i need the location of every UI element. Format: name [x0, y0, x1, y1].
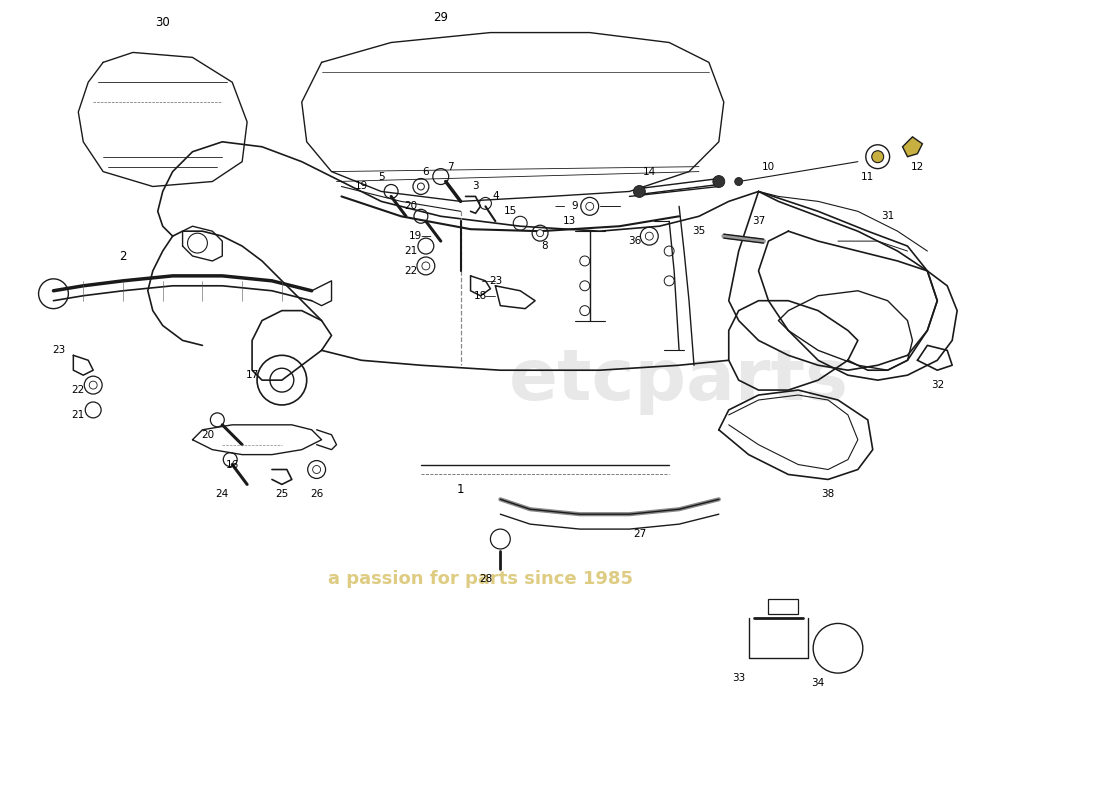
Text: 18: 18: [474, 290, 487, 301]
Text: 13: 13: [563, 216, 576, 226]
Text: 9: 9: [572, 202, 579, 211]
Text: 19: 19: [354, 182, 367, 191]
Text: 31: 31: [881, 211, 894, 222]
Text: 38: 38: [822, 490, 835, 499]
Text: 2: 2: [119, 250, 126, 262]
Text: 32: 32: [931, 380, 944, 390]
Text: 21: 21: [72, 410, 85, 420]
Text: 12: 12: [911, 162, 924, 172]
Text: 5: 5: [378, 171, 385, 182]
Text: 21: 21: [405, 246, 418, 256]
Text: 34: 34: [812, 678, 825, 688]
Text: 20: 20: [405, 202, 418, 211]
Circle shape: [537, 230, 543, 237]
Text: etcparts: etcparts: [509, 346, 849, 414]
Text: 1: 1: [456, 483, 464, 496]
Text: 8: 8: [541, 241, 548, 251]
Text: —: —: [554, 202, 565, 211]
Text: 20: 20: [201, 430, 214, 440]
Text: 7: 7: [448, 162, 454, 172]
Polygon shape: [902, 137, 923, 157]
Circle shape: [586, 202, 594, 210]
Circle shape: [646, 232, 653, 240]
Text: 16: 16: [226, 459, 239, 470]
Text: 27: 27: [632, 529, 646, 539]
Text: 25: 25: [275, 490, 288, 499]
Text: 23: 23: [52, 346, 65, 355]
Text: 19—: 19—: [409, 231, 432, 241]
Text: 23: 23: [488, 276, 502, 286]
Circle shape: [312, 466, 320, 474]
Text: 22: 22: [72, 385, 85, 395]
Text: 17: 17: [245, 370, 258, 380]
Circle shape: [634, 186, 646, 198]
Circle shape: [417, 183, 425, 190]
Text: 30: 30: [155, 16, 170, 29]
Text: 6: 6: [422, 166, 429, 177]
Text: 11: 11: [861, 171, 875, 182]
Text: 33: 33: [733, 673, 746, 683]
Text: 36: 36: [628, 236, 641, 246]
Text: a passion for parts since 1985: a passion for parts since 1985: [328, 570, 632, 588]
Text: 37: 37: [752, 216, 766, 226]
Text: 26: 26: [310, 490, 323, 499]
Text: 29: 29: [433, 11, 449, 24]
Circle shape: [735, 178, 743, 186]
Circle shape: [89, 381, 97, 389]
Text: 4: 4: [492, 191, 498, 202]
Text: 14: 14: [642, 166, 656, 177]
Circle shape: [871, 150, 883, 162]
Text: 15: 15: [504, 206, 517, 216]
Text: 24: 24: [216, 490, 229, 499]
Text: 10: 10: [762, 162, 776, 172]
Text: 22: 22: [405, 266, 418, 276]
Bar: [769, 598, 799, 614]
Text: 28: 28: [478, 574, 492, 584]
Circle shape: [422, 262, 430, 270]
Text: 35: 35: [692, 226, 705, 236]
Text: 3: 3: [472, 182, 478, 191]
Circle shape: [713, 175, 725, 187]
